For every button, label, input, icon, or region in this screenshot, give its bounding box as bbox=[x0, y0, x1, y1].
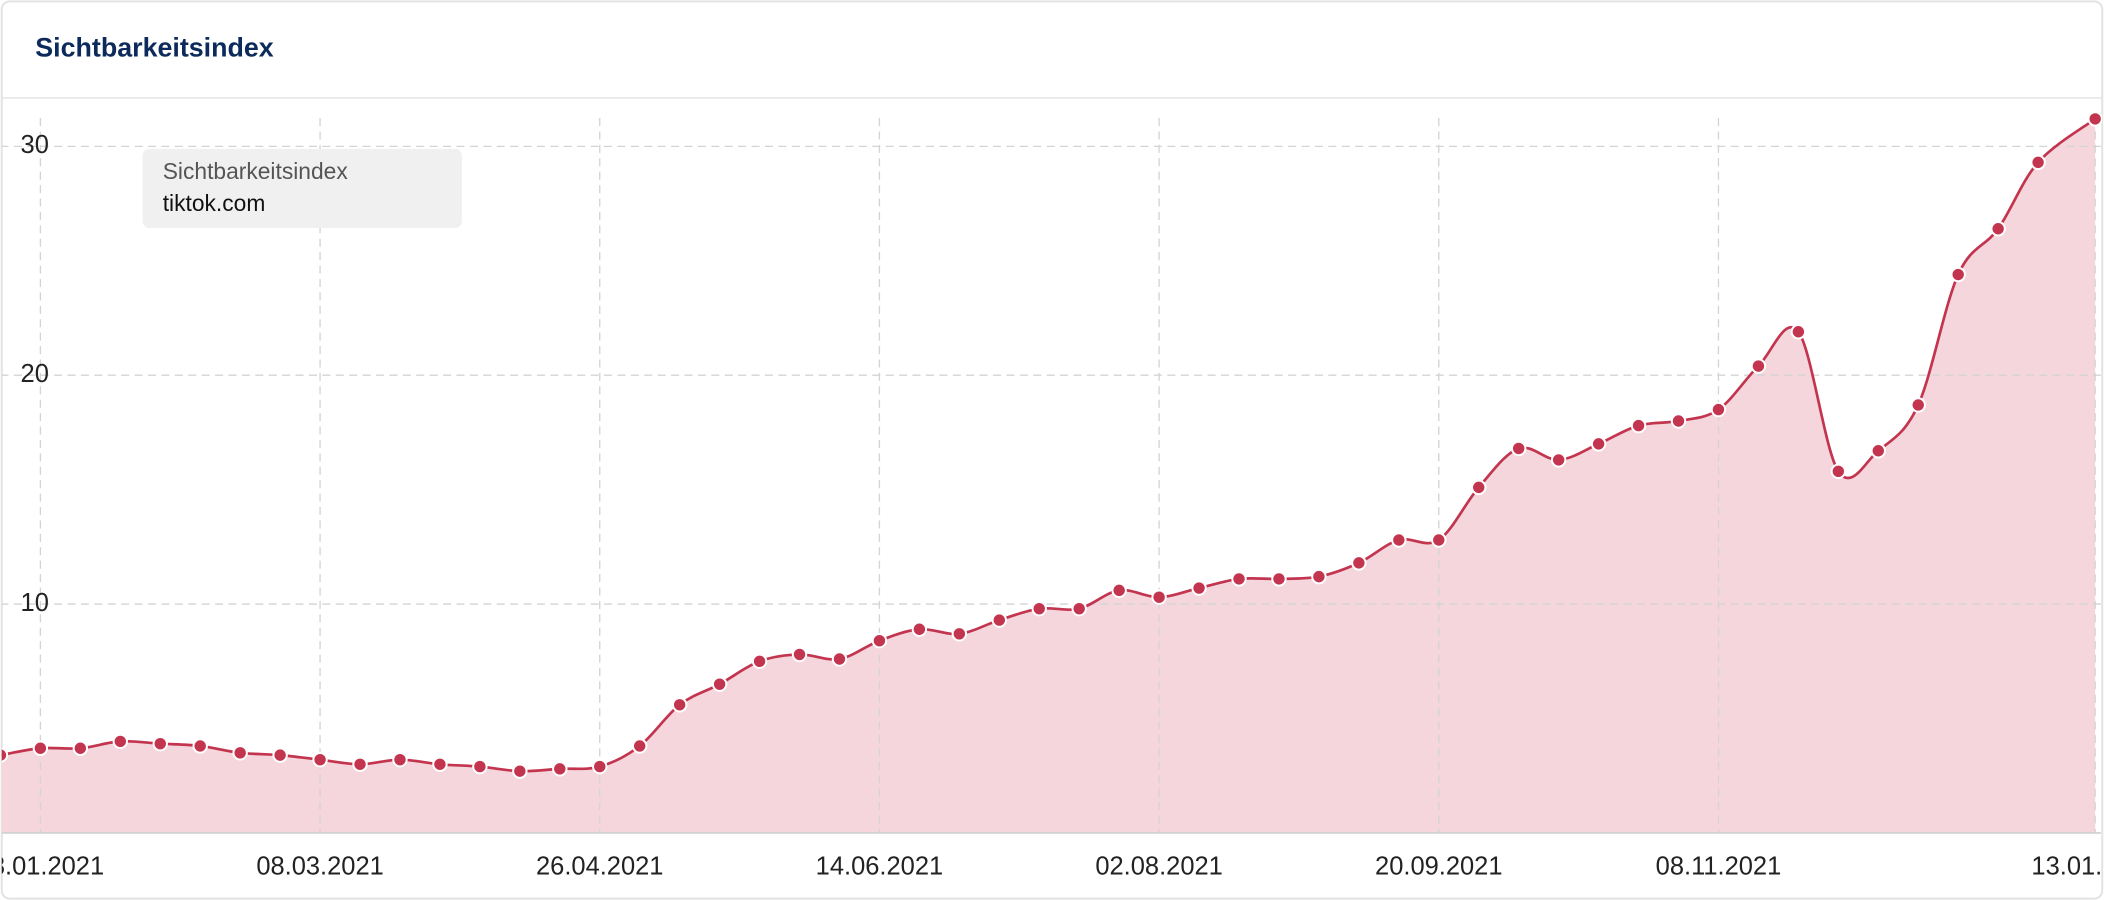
point bbox=[1870, 443, 1886, 459]
point bbox=[232, 745, 248, 761]
point bbox=[711, 676, 728, 692]
x-tick-label: 13.01.2022 bbox=[2031, 853, 2104, 881]
point bbox=[1191, 580, 1207, 596]
point bbox=[432, 756, 448, 772]
point bbox=[32, 740, 49, 756]
card-title: Sichtbarkeitsindex bbox=[35, 33, 274, 63]
legend-title: Sichtbarkeitsindex bbox=[163, 158, 349, 184]
point bbox=[152, 735, 168, 752]
point bbox=[112, 733, 129, 750]
point bbox=[352, 756, 368, 772]
point bbox=[552, 761, 568, 777]
point bbox=[1071, 600, 1087, 617]
point bbox=[1231, 571, 1247, 587]
point bbox=[1670, 413, 1687, 429]
point bbox=[1910, 397, 1926, 413]
point bbox=[951, 626, 968, 642]
point bbox=[312, 751, 328, 768]
point bbox=[2030, 154, 2046, 171]
point bbox=[192, 738, 208, 754]
x-tick-label: 14.06.2021 bbox=[816, 853, 943, 881]
x-tick-label: 08.03.2021 bbox=[256, 853, 383, 881]
x-tick-label: 02.08.2021 bbox=[1095, 853, 1222, 881]
point bbox=[1990, 221, 2006, 237]
point bbox=[1271, 571, 1287, 587]
point bbox=[72, 740, 89, 756]
point bbox=[791, 646, 808, 663]
point bbox=[1391, 532, 1407, 548]
point bbox=[1950, 266, 1966, 283]
point bbox=[831, 651, 848, 667]
point bbox=[1630, 417, 1647, 434]
point bbox=[1750, 358, 1767, 374]
point bbox=[1471, 479, 1487, 496]
point bbox=[1830, 463, 1847, 480]
x-tick-label: 20.09.2021 bbox=[1375, 853, 1502, 881]
point bbox=[1151, 589, 1167, 605]
point bbox=[1311, 568, 1327, 585]
point bbox=[392, 751, 408, 768]
y-tick-label: 20 bbox=[21, 360, 49, 388]
legend-entry: tiktok.com bbox=[163, 190, 266, 216]
point bbox=[1351, 555, 1367, 571]
point bbox=[1550, 452, 1567, 468]
y-tick-label: 30 bbox=[21, 131, 49, 159]
point bbox=[1, 747, 9, 763]
point bbox=[991, 612, 1008, 628]
point bbox=[1590, 436, 1607, 452]
point bbox=[1431, 532, 1447, 548]
point bbox=[671, 697, 688, 713]
point bbox=[1510, 440, 1527, 457]
point bbox=[272, 747, 288, 763]
point bbox=[631, 738, 648, 754]
point bbox=[592, 758, 608, 775]
x-tick-label: 18.01.2021 bbox=[0, 853, 104, 881]
point bbox=[1710, 401, 1727, 418]
y-tick-label: 10 bbox=[21, 589, 49, 617]
x-tick-label: 08.11.2021 bbox=[1656, 853, 1782, 881]
point bbox=[2087, 111, 2103, 127]
point bbox=[1790, 324, 1807, 340]
point bbox=[472, 758, 488, 775]
area bbox=[1, 118, 2096, 833]
point bbox=[911, 621, 928, 637]
point bbox=[512, 763, 528, 779]
plot: 10 20 30 18.01.2021 08.03.2021 26.04.2021 14.0… bbox=[0, 111, 2104, 881]
point bbox=[1111, 582, 1127, 599]
x-tick-label: 26.04.2021 bbox=[536, 853, 663, 881]
legend-box bbox=[142, 148, 462, 229]
point bbox=[1031, 600, 1047, 617]
point bbox=[751, 653, 768, 670]
point bbox=[871, 632, 888, 649]
